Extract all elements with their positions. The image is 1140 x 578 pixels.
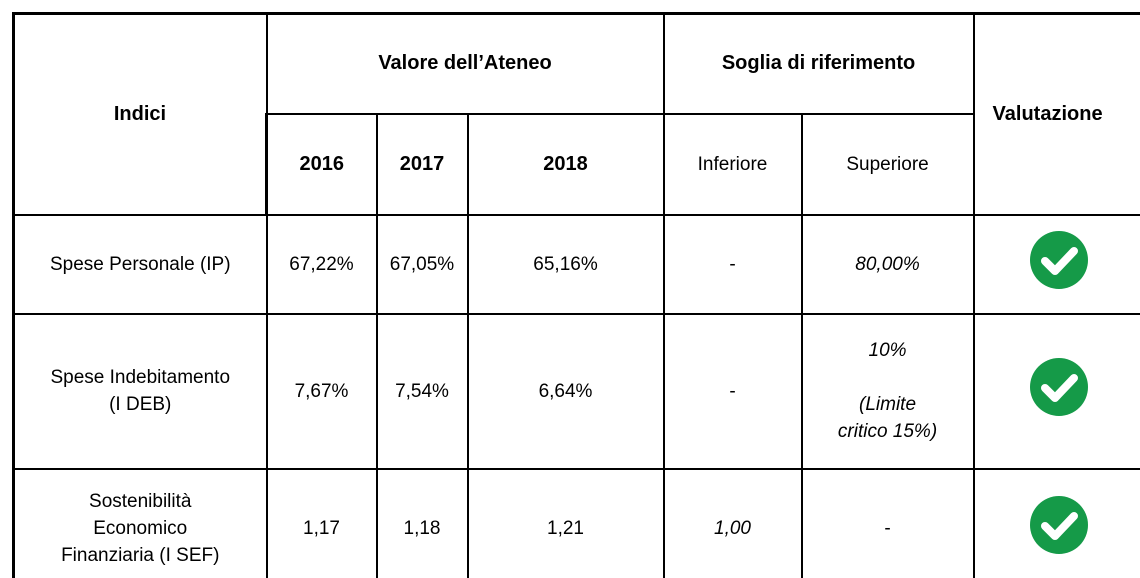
year-cell: 2017 (375, 112, 469, 216)
text-line: 80,00% (855, 253, 920, 275)
evaluation-cell (972, 213, 1140, 315)
subheader-row: 2016 2017 2018 Inferiore Superiore (14, 112, 1140, 216)
header-row: Indici Valore dell’Ateneo Soglia di rife… (12, 12, 1140, 216)
text-line: 10% (868, 340, 907, 361)
text-line: - (884, 518, 891, 539)
paragraph: 80,00% (807, 251, 969, 278)
paragraph: (Limite critico 15%) (807, 391, 969, 445)
text-line: Economico (93, 518, 188, 539)
paragraph: - (807, 515, 969, 542)
evaluation-cell (972, 467, 1140, 578)
threshold-cell: 1,00 (662, 467, 803, 578)
data-row: Spese Personale (IP) 67,22% 67,05% 65,16% - 8… (12, 213, 1140, 315)
year-cell: 2016 (265, 112, 378, 216)
year-cell: 2018 (466, 112, 665, 216)
evaluation-cell (972, 312, 1140, 470)
value-cell: 1,18 (375, 467, 469, 578)
paragraph: 1,00 (669, 515, 797, 542)
text-line: - (729, 380, 736, 402)
index-label: Spese Personale (IP) (12, 213, 268, 315)
value-cell: 6,64% (466, 312, 665, 470)
paragraph: Sostenibilità Economico Finanziaria (I SEF… (19, 488, 262, 569)
value-cell: 1,17 (265, 467, 378, 578)
threshold-cell: 10% (Limite critico 15%) (800, 312, 975, 470)
value-cell: 67,05% (375, 213, 469, 315)
paragraph: - (669, 378, 797, 405)
threshold-cell: - (662, 213, 803, 315)
data-row: Sostenibilità Economico Finanziaria (I SEF… (12, 467, 1140, 578)
text-line: Spese Personale (IP) (49, 253, 231, 275)
header-cell: Valore dell’Ateneo (265, 12, 665, 115)
value-cell: 67,22% (265, 213, 378, 315)
text-line: - (729, 253, 736, 275)
paragraph: 10% (807, 337, 969, 364)
check-icon (1029, 358, 1088, 416)
value-cell: 7,54% (375, 312, 469, 470)
text-line: (I DEB) (109, 394, 172, 415)
check-icon (1029, 231, 1088, 289)
text-line: critico 15%) (837, 421, 938, 442)
header-cell: Indici (12, 12, 268, 216)
header-cell: Valutazione (972, 12, 1140, 216)
paragraph: Spese Indebitamento (I DEB) (19, 364, 262, 418)
header-cell: Soglia di riferimento (662, 12, 975, 115)
value-cell: 1,21 (466, 467, 665, 578)
threshold-cell: 80,00% (800, 213, 975, 315)
paragraph: - (669, 251, 797, 278)
text-line: Sostenibilità (89, 491, 192, 512)
value-cell: 7,67% (265, 312, 378, 470)
threshold-cell: - (800, 467, 975, 578)
threshold-header: Inferiore (662, 112, 803, 216)
index-label: Sostenibilità Economico Finanziaria (I SEF… (12, 467, 268, 578)
text-line: 1,00 (714, 518, 751, 539)
paragraph: Spese Personale (IP) (19, 251, 262, 278)
indices-table: Indici Valore dell’Ateneo Soglia di rife… (12, 12, 1140, 578)
text-line: Spese Indebitamento (50, 367, 231, 388)
data-row: Spese Indebitamento (I DEB) 7,67% 7,54% 6,64… (12, 312, 1140, 470)
text-line: Finanziaria (I SEF) (61, 545, 220, 566)
threshold-cell: - (662, 312, 803, 470)
check-icon (1029, 495, 1088, 554)
text-line: (Limite (859, 394, 917, 415)
value-cell: 65,16% (466, 213, 665, 315)
index-label: Spese Indebitamento (I DEB) (12, 312, 268, 470)
threshold-header: Superiore (800, 112, 975, 216)
